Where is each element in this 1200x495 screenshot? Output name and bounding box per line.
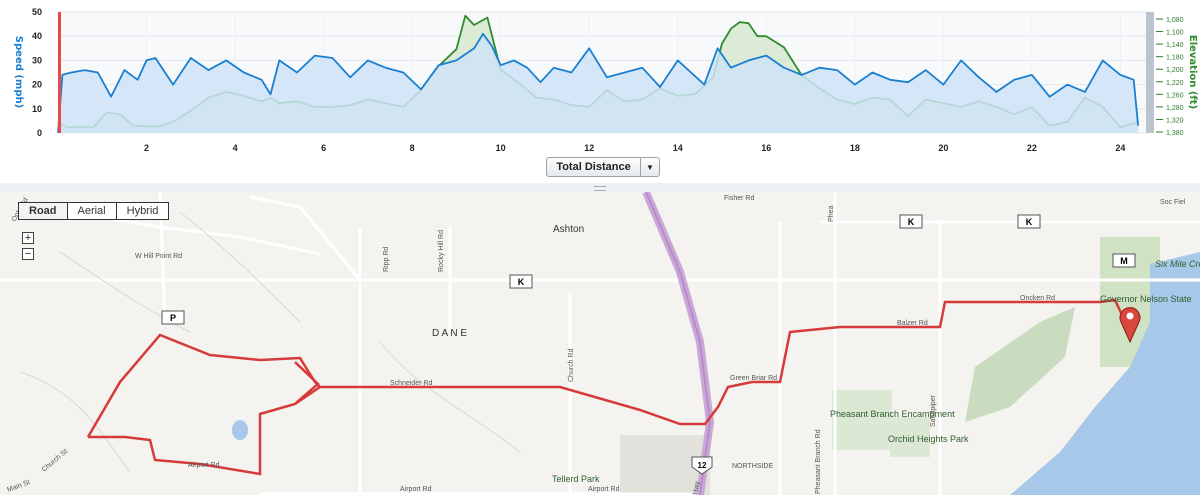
- label-w-hill-point-rd: W Hill Point Rd: [135, 253, 182, 260]
- route-path: [86, 298, 1132, 476]
- panel-splitter[interactable]: [0, 183, 1200, 192]
- elevation-speed-chart-panel: 2 4 6 8 10 12 14 16 18 20 22 24 0 10 20 30 40 50 1,380 1,…: [0, 0, 1200, 184]
- x-tick-label: 8: [410, 143, 415, 153]
- park-area-pheasant-branch: [832, 390, 892, 450]
- map-background: [0, 192, 1200, 495]
- y-left-tick-label: 50: [32, 7, 42, 17]
- y-right-tick-label: 1,380: [1166, 130, 1184, 137]
- x-tick-label: 18: [850, 143, 860, 153]
- speed-series-area: [58, 33, 1139, 133]
- map-type-switcher: Road Aerial Hybrid: [18, 202, 170, 220]
- x-tick-label: 10: [496, 143, 506, 153]
- x-tick-label: 12: [584, 143, 594, 153]
- x-axis-select[interactable]: Total Distance ▼: [546, 157, 660, 177]
- label-governor-nelson: Governor Nelson State: [1100, 294, 1192, 304]
- y-right-tick-label: 1,280: [1166, 105, 1184, 112]
- shield-k-2: K: [908, 217, 915, 227]
- route-map[interactable]: P K K K M 12 Ashton D A N E NORTHSIDE Fi…: [0, 192, 1200, 495]
- label-church-rd: Church Rd: [568, 348, 575, 382]
- terrain-contours: [19, 211, 521, 473]
- label-balzer-rd: Balzer Rd: [897, 320, 928, 327]
- chevron-down-icon[interactable]: ▼: [640, 158, 659, 176]
- park-area-orchid-heights: [890, 417, 930, 457]
- label-dane: D A N E: [432, 328, 467, 339]
- y-left-tick-label: 0: [37, 128, 42, 138]
- y-right-tick-label: 1,320: [1166, 117, 1184, 124]
- x-tick-label: 22: [1027, 143, 1037, 153]
- y-right-tick-label: 1,220: [1166, 80, 1184, 87]
- y-right-tick-label: 1,140: [1166, 42, 1184, 49]
- label-airport-rd-2: Airport Rd: [400, 486, 432, 493]
- position-marker[interactable]: [58, 12, 61, 133]
- road-shields: P K K K M 12: [161, 214, 1136, 475]
- right-scroll-track[interactable]: [1146, 12, 1154, 133]
- label-oncken-rd: Oncken Rd: [1020, 295, 1055, 302]
- label-northside: NORTHSIDE: [732, 463, 773, 470]
- label-fisher-rd: Fisher Rd: [724, 195, 754, 202]
- shield-p: P: [170, 313, 176, 323]
- label-sandpiper: Sandpiper: [930, 394, 937, 427]
- y-right-tick-label: 1,180: [1166, 55, 1184, 62]
- label-green-briar-rd: Green Briar Rd: [730, 375, 777, 382]
- shield-k-3: K: [1026, 217, 1033, 227]
- x-tick-label: 16: [761, 143, 771, 153]
- x-tick-label: 2: [144, 143, 149, 153]
- zoom-in-button[interactable]: +: [22, 232, 34, 244]
- label-ashton: Ashton: [553, 224, 584, 235]
- x-tick-label: 20: [938, 143, 948, 153]
- map-type-hybrid[interactable]: Hybrid: [126, 205, 159, 217]
- park-area-green: [965, 307, 1075, 422]
- y-left-tick-label: 20: [32, 80, 42, 90]
- label-orchid-heights: Orchid Heights Park: [888, 434, 969, 444]
- shield-k-1: K: [518, 277, 525, 287]
- x-tick-label: 24: [1115, 143, 1125, 153]
- label-tellerd-park: Tellerd Park: [552, 474, 600, 484]
- label-six-mile-creek: Six Mile Creek: [1155, 259, 1200, 269]
- label-airport-rd-3: Airport Rd: [588, 486, 620, 493]
- x-tick-label: 6: [321, 143, 326, 153]
- end-marker-icon[interactable]: [1119, 307, 1141, 344]
- label-society-field: Soc Fiel: [1160, 199, 1186, 206]
- zoom-out-button[interactable]: −: [22, 248, 34, 260]
- label-ripp-rd: Ripp Rd: [383, 247, 390, 272]
- y-right-tick-label: 1,080: [1166, 17, 1184, 24]
- x-tick-label: 14: [673, 143, 683, 153]
- label-hwy: Hwy: [692, 480, 701, 495]
- y-right-tick-label: 1,100: [1166, 30, 1184, 37]
- lake-water: [1010, 252, 1200, 495]
- label-phea: Phea: [828, 206, 835, 222]
- label-rocky-hill-rd: Rocky Hill Rd: [438, 230, 445, 272]
- map-type-aerial[interactable]: Aerial: [68, 203, 117, 219]
- shield-us-12: 12: [698, 461, 707, 470]
- x-axis-select-value: Total Distance: [556, 161, 631, 173]
- speed-series-line: [57, 32, 1139, 134]
- label-airport-rd: Airport Rd: [188, 462, 220, 469]
- map-type-road[interactable]: Road: [19, 203, 68, 219]
- x-tick-label: 4: [233, 143, 238, 153]
- y-left-tick-label: 40: [32, 31, 42, 41]
- y-right-tick-label: 1,200: [1166, 67, 1184, 74]
- pond: [232, 420, 248, 440]
- y-left-axis-label: Speed (mph): [13, 36, 24, 108]
- y-left-tick-label: 10: [32, 104, 42, 114]
- y-left-tick-label: 30: [32, 55, 42, 65]
- grip-icon[interactable]: [594, 186, 606, 191]
- y-right-axis-label: Elevation (ft): [1187, 35, 1198, 109]
- label-pheasant-branch-rd: Pheasant Branch Rd: [815, 429, 822, 494]
- map-canvas[interactable]: P K K K M 12 Ashton D A N E NORTHSIDE Fi…: [0, 192, 1200, 495]
- label-pheasant-branch: Pheasant Branch Encampment: [830, 409, 955, 419]
- shield-m: M: [1120, 256, 1128, 266]
- y-right-tick-label: 1,260: [1166, 92, 1184, 99]
- road-network: [0, 192, 1200, 495]
- label-schneider-rd: Schneider Rd: [390, 380, 433, 387]
- route-path-loop: [294, 361, 320, 404]
- highway-line: [645, 192, 712, 495]
